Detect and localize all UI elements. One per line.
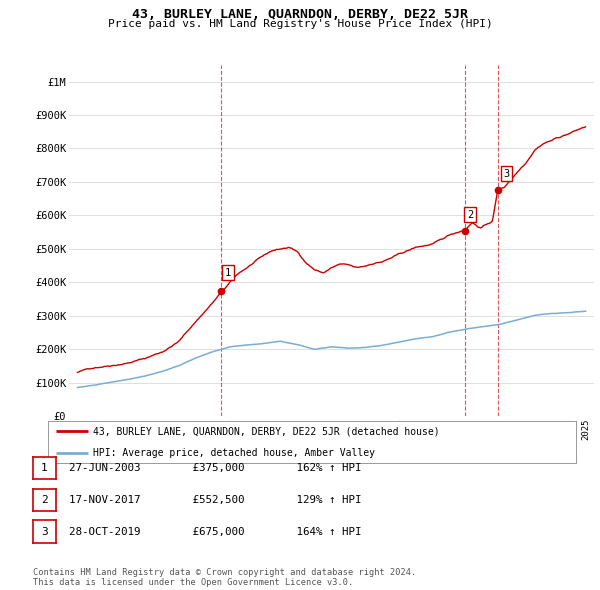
Text: 28-OCT-2019        £675,000        164% ↑ HPI: 28-OCT-2019 £675,000 164% ↑ HPI — [69, 527, 361, 536]
Text: 2: 2 — [41, 495, 48, 504]
Text: 3: 3 — [503, 169, 509, 179]
Text: HPI: Average price, detached house, Amber Valley: HPI: Average price, detached house, Ambe… — [93, 448, 375, 457]
Text: 3: 3 — [41, 527, 48, 536]
Text: 1: 1 — [41, 463, 48, 473]
Text: 27-JUN-2003        £375,000        162% ↑ HPI: 27-JUN-2003 £375,000 162% ↑ HPI — [69, 463, 361, 473]
Text: 43, BURLEY LANE, QUARNDON, DERBY, DE22 5JR: 43, BURLEY LANE, QUARNDON, DERBY, DE22 5… — [132, 8, 468, 21]
Text: 1: 1 — [225, 268, 231, 278]
Text: 17-NOV-2017        £552,500        129% ↑ HPI: 17-NOV-2017 £552,500 129% ↑ HPI — [69, 495, 361, 504]
Text: 2: 2 — [467, 209, 473, 219]
Text: Price paid vs. HM Land Registry's House Price Index (HPI): Price paid vs. HM Land Registry's House … — [107, 19, 493, 30]
Text: 43, BURLEY LANE, QUARNDON, DERBY, DE22 5JR (detached house): 43, BURLEY LANE, QUARNDON, DERBY, DE22 5… — [93, 427, 440, 436]
Text: Contains HM Land Registry data © Crown copyright and database right 2024.
This d: Contains HM Land Registry data © Crown c… — [33, 568, 416, 587]
